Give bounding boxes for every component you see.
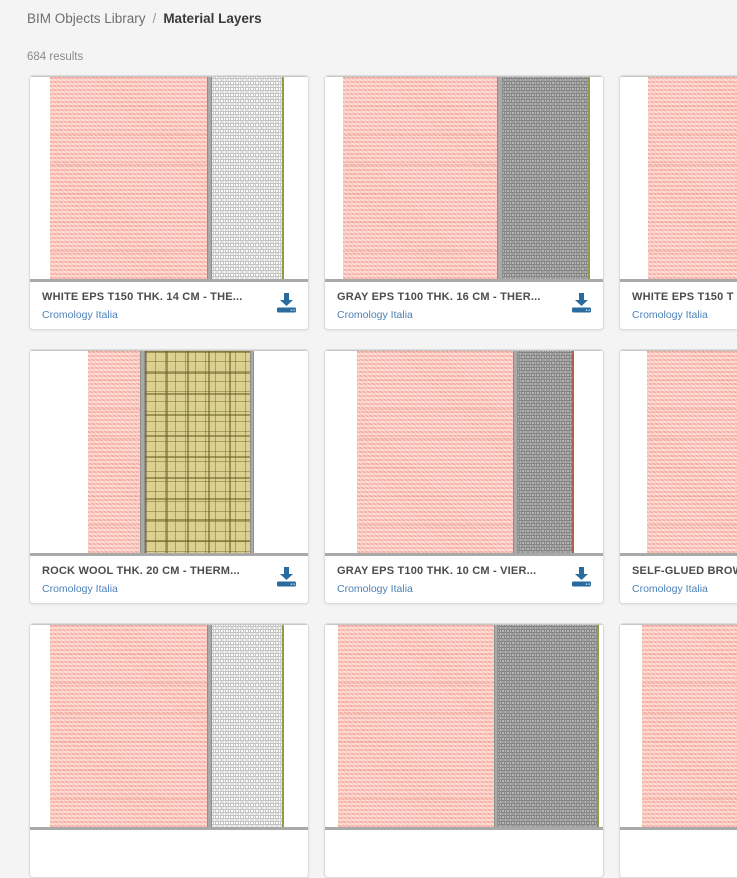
layer-white xyxy=(325,77,343,279)
material-card[interactable]: WHITE EPS T150 THK. 14 CM - THE... Cromo… xyxy=(29,75,309,330)
layer-honeycomb-gray xyxy=(503,77,588,279)
layer-gray-strip xyxy=(497,77,503,279)
material-card[interactable]: GRAY EPS T100 THK. 16 CM - THER... Cromo… xyxy=(324,75,604,330)
layer-white xyxy=(574,351,603,553)
card-publisher-link[interactable]: Cromology Italia xyxy=(337,309,413,321)
layer-white xyxy=(620,351,647,553)
material-section-preview xyxy=(620,350,737,556)
layer-pink-hatch xyxy=(343,77,497,279)
material-card[interactable] xyxy=(619,623,737,878)
layer-pink-hatch xyxy=(647,351,737,553)
layer-white xyxy=(30,351,88,553)
card-meta: SELF-GLUED BROW Cromology Italia xyxy=(632,565,737,597)
layer-pink-hatch xyxy=(88,351,140,553)
card-footer: ROCK WOOL THK. 20 CM - THERM... Cromolog… xyxy=(30,556,308,597)
layer-pink-hatch xyxy=(50,625,207,827)
layer-white xyxy=(284,625,308,827)
layer-white xyxy=(30,625,50,827)
material-section-preview xyxy=(325,350,603,556)
layer-white xyxy=(284,77,308,279)
material-section-preview xyxy=(30,624,308,830)
material-section-preview xyxy=(620,624,737,830)
layer-white xyxy=(620,625,642,827)
card-meta: GRAY EPS T100 THK. 16 CM - THER... Cromo… xyxy=(337,291,541,323)
material-section-preview xyxy=(30,350,308,556)
download-button[interactable] xyxy=(275,292,298,313)
layer-gray-strip xyxy=(513,351,518,553)
material-section-preview xyxy=(325,76,603,282)
layer-honeycomb-white xyxy=(212,625,282,827)
material-card[interactable]: SELF-GLUED BROW Cromology Italia xyxy=(619,349,737,604)
card-publisher-link[interactable]: Cromology Italia xyxy=(42,309,118,321)
download-icon xyxy=(275,293,298,316)
card-publisher-link[interactable]: Cromology Italia xyxy=(42,583,118,595)
layer-white xyxy=(620,77,648,279)
results-count: 684 results xyxy=(27,51,84,63)
card-publisher-link[interactable]: Cromology Italia xyxy=(337,583,413,595)
card-meta: ROCK WOOL THK. 20 CM - THERM... Cromolog… xyxy=(42,565,240,597)
layer-honeycomb-gray xyxy=(518,351,572,553)
layer-pink-hatch xyxy=(642,625,737,827)
layer-white xyxy=(599,625,603,827)
card-publisher-link[interactable]: Cromology Italia xyxy=(632,583,708,595)
material-section-preview xyxy=(30,76,308,282)
material-section-preview xyxy=(620,76,737,282)
layer-white xyxy=(325,625,338,827)
layer-honeycomb-gray xyxy=(498,625,597,827)
material-card[interactable] xyxy=(324,623,604,878)
download-button[interactable] xyxy=(275,566,298,587)
layer-pink-hatch xyxy=(648,77,737,279)
layer-gray-strip xyxy=(207,77,212,279)
layer-olive-line xyxy=(588,77,590,279)
download-button[interactable] xyxy=(570,566,593,587)
results-grid: WHITE EPS T150 THK. 14 CM - THE... Cromo… xyxy=(29,75,737,878)
breadcrumb-current: Material Layers xyxy=(163,11,262,26)
layer-pink-hatch xyxy=(338,625,494,827)
layer-pink-hatch xyxy=(357,351,513,553)
material-card[interactable]: WHITE EPS T150 T Cromology Italia xyxy=(619,75,737,330)
breadcrumb-library-link[interactable]: BIM Objects Library xyxy=(27,11,146,26)
card-footer: GRAY EPS T100 THK. 10 CM - VIER... Cromo… xyxy=(325,556,603,597)
card-footer: GRAY EPS T100 THK. 16 CM - THER... Cromo… xyxy=(325,282,603,323)
card-footer: WHITE EPS T150 T Cromology Italia xyxy=(620,282,737,323)
card-title: ROCK WOOL THK. 20 CM - THERM... xyxy=(42,565,240,577)
layer-rock-wool xyxy=(145,351,250,553)
layer-brown-line xyxy=(572,351,574,553)
layer-white xyxy=(590,77,603,279)
layer-olive-line xyxy=(282,77,284,279)
breadcrumb-separator: / xyxy=(152,11,157,26)
card-meta: WHITE EPS T150 THK. 14 CM - THE... Cromo… xyxy=(42,291,243,323)
breadcrumb: BIM Objects Library / Material Layers xyxy=(0,0,737,26)
material-card[interactable]: GRAY EPS T100 THK. 10 CM - VIER... Cromo… xyxy=(324,349,604,604)
card-title: GRAY EPS T100 THK. 16 CM - THER... xyxy=(337,291,541,303)
layer-gray-strip xyxy=(250,351,254,553)
card-title: WHITE EPS T150 T xyxy=(632,291,734,303)
card-title: SELF-GLUED BROW xyxy=(632,565,737,577)
layer-gray-strip xyxy=(140,351,145,553)
layer-white xyxy=(254,351,308,553)
card-footer: SELF-GLUED BROW Cromology Italia xyxy=(620,556,737,597)
download-icon xyxy=(570,567,593,590)
card-title: GRAY EPS T100 THK. 10 CM - VIER... xyxy=(337,565,537,577)
card-meta: WHITE EPS T150 T Cromology Italia xyxy=(632,291,734,323)
layer-white xyxy=(325,351,357,553)
card-title: WHITE EPS T150 THK. 14 CM - THE... xyxy=(42,291,243,303)
material-card[interactable]: ROCK WOOL THK. 20 CM - THERM... Cromolog… xyxy=(29,349,309,604)
material-section-preview xyxy=(325,624,603,830)
download-icon xyxy=(570,293,593,316)
card-meta: GRAY EPS T100 THK. 10 CM - VIER... Cromo… xyxy=(337,565,536,597)
card-footer: WHITE EPS T150 THK. 14 CM - THE... Cromo… xyxy=(30,282,308,323)
layer-honeycomb-white xyxy=(212,77,282,279)
download-button[interactable] xyxy=(570,292,593,313)
layer-pink-hatch xyxy=(50,77,207,279)
download-icon xyxy=(275,567,298,590)
layer-white xyxy=(30,77,50,279)
material-card[interactable] xyxy=(29,623,309,878)
card-publisher-link[interactable]: Cromology Italia xyxy=(632,309,708,321)
